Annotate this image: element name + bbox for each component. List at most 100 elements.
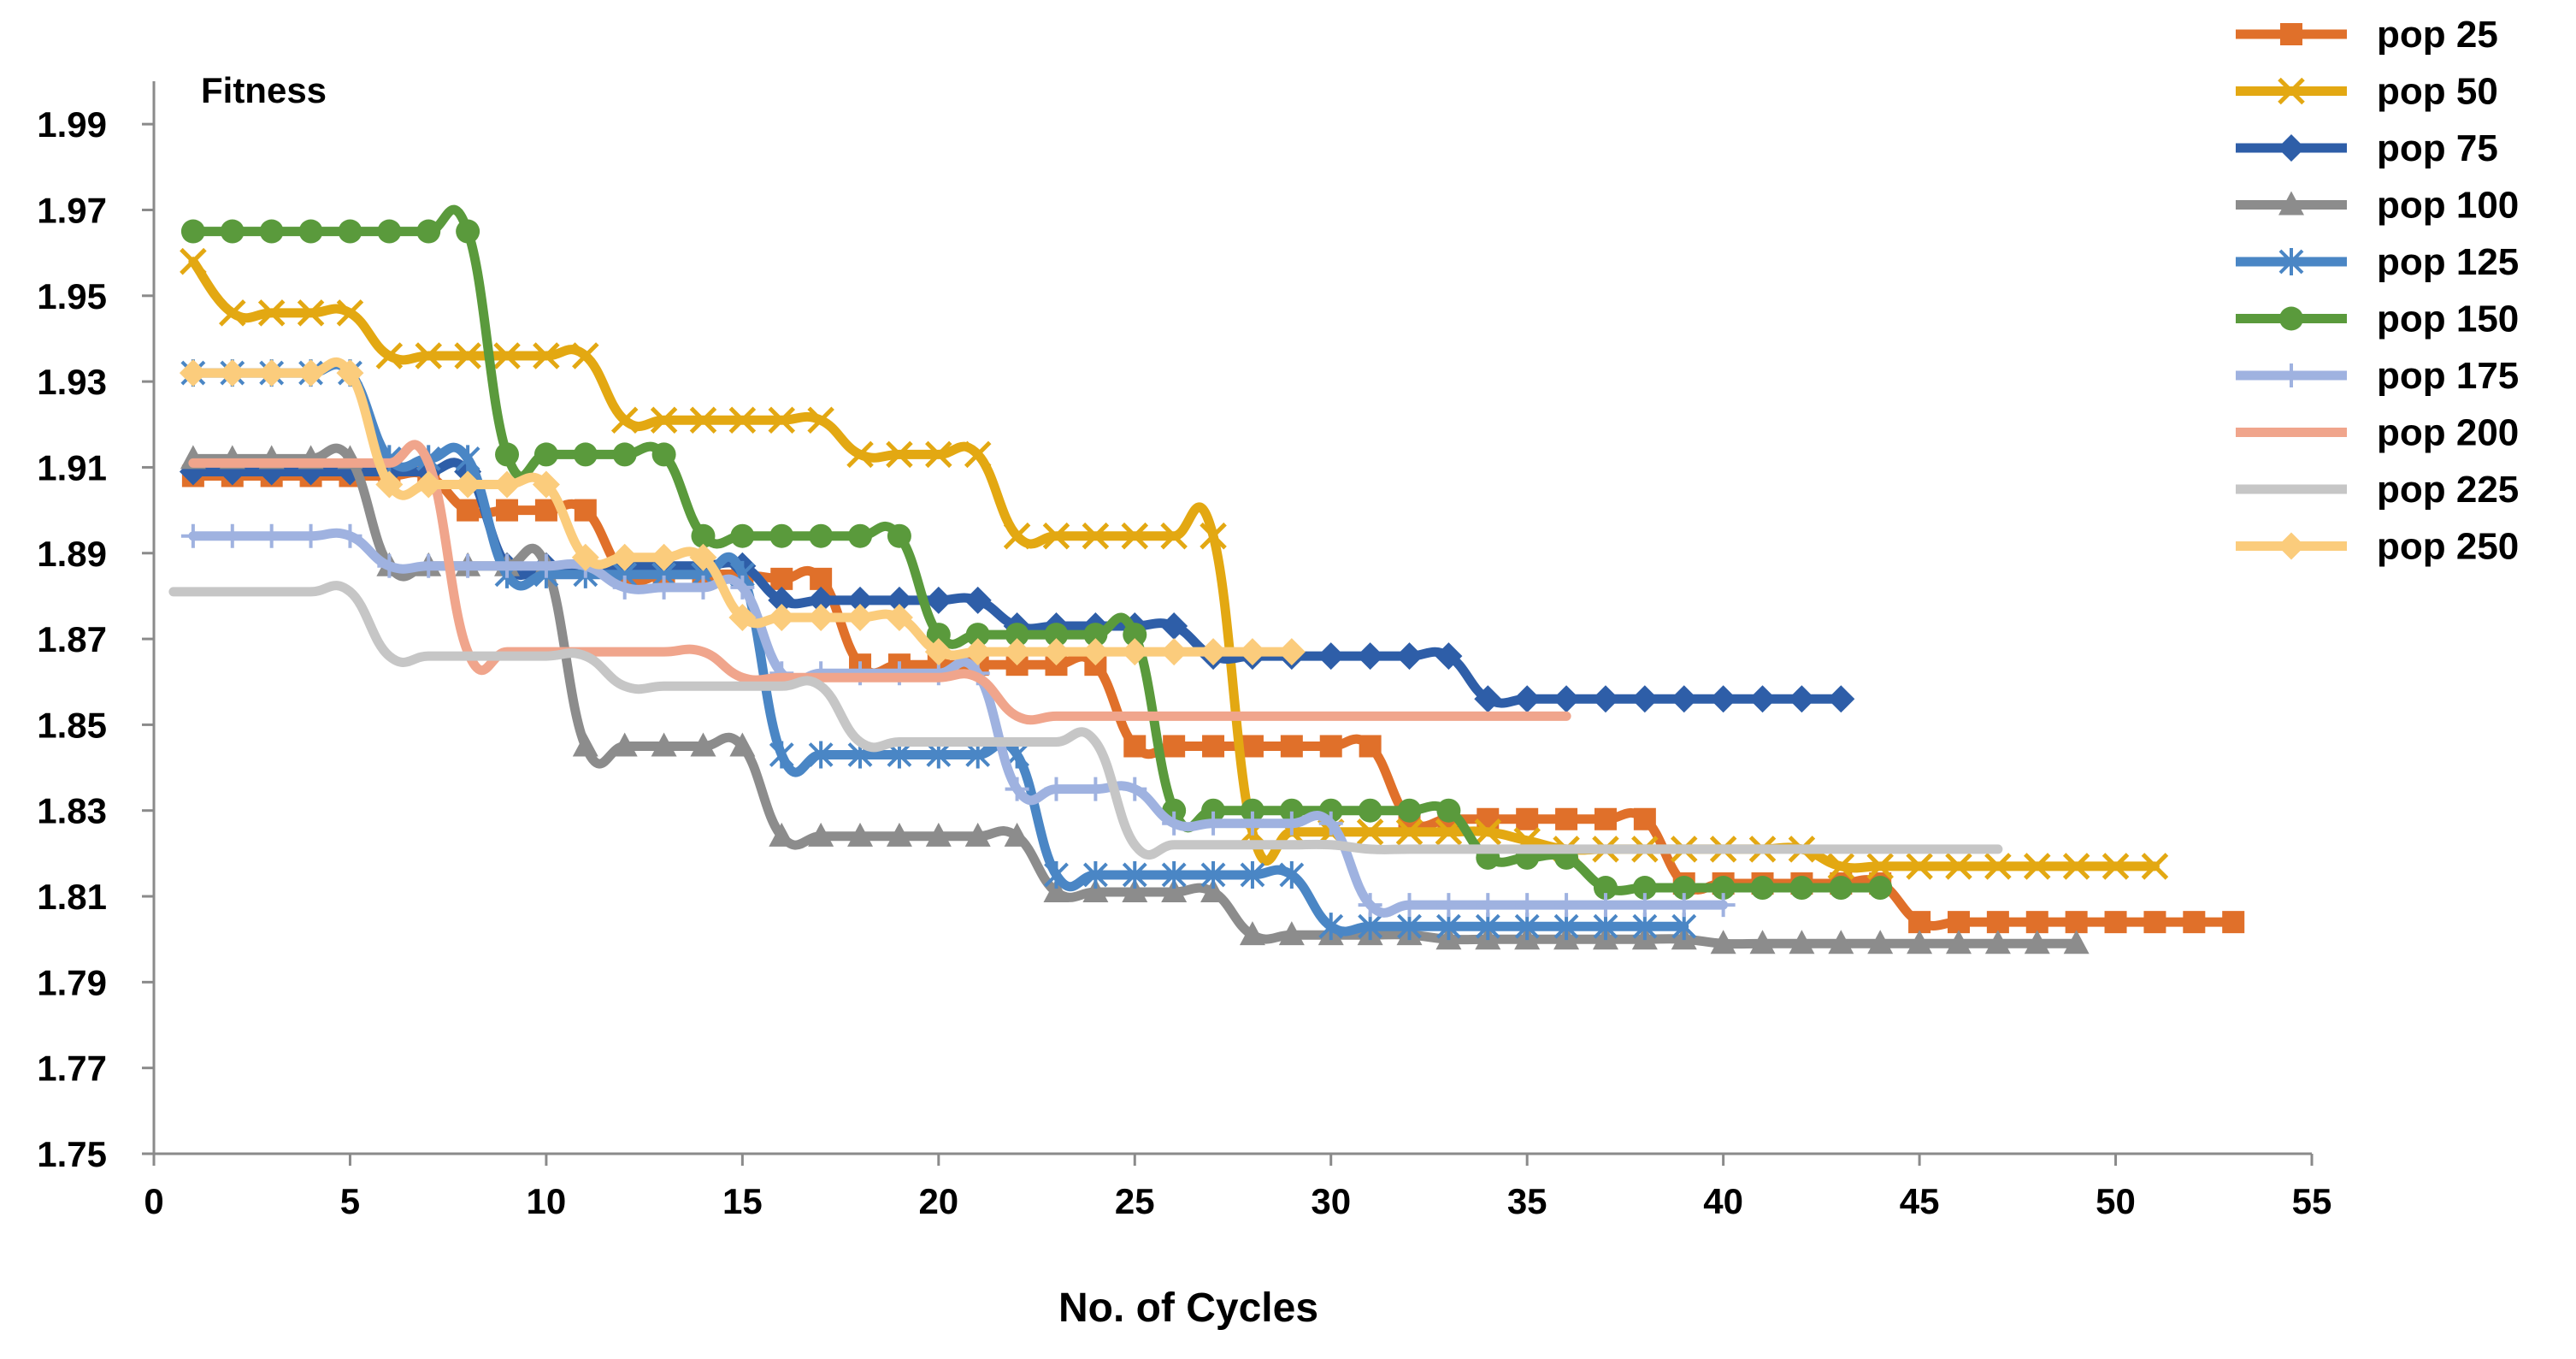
series-pop-75-point <box>1474 685 1502 713</box>
series-pop-75-point <box>1630 685 1659 713</box>
series-pop-125-point <box>1593 913 1618 941</box>
series-pop-250-point <box>454 470 482 499</box>
series-pop-250-point <box>1042 638 1070 666</box>
series-pop-75-point <box>1591 685 1619 713</box>
legend-pop-75-marker <box>2278 134 2305 162</box>
series-pop-250-point <box>689 543 717 571</box>
series-pop-50-point <box>1082 522 1110 550</box>
legend: pop 25 pop 50 pop 75 pop 100 pop 125 pop 150 p… <box>2236 14 2519 568</box>
series-pop-125-point <box>1632 913 1658 941</box>
y-tick-label: 1.99 <box>37 104 107 145</box>
legend-pop-150-marker <box>2279 306 2303 331</box>
y-tick-label: 1.77 <box>37 1049 107 1089</box>
legend-pop-125-marker <box>2278 248 2304 275</box>
series-pop-250-point <box>846 604 875 631</box>
series-pop-175-point <box>1632 893 1657 918</box>
series-pop-100-point <box>2063 930 2090 954</box>
series-pop-250-point <box>1121 638 1149 666</box>
legend-pop-175: pop 175 <box>2236 355 2519 397</box>
series-pop-125-point <box>1044 860 1069 889</box>
x-tick-label: 0 <box>144 1181 163 1221</box>
series-pop-250-point <box>768 604 796 631</box>
series-pop-50-point <box>768 406 796 434</box>
series-pop-150-point <box>1240 798 1264 823</box>
series-pop-250-point <box>924 638 952 666</box>
x-tick-label: 35 <box>1507 1181 1547 1221</box>
series-pop-250-point <box>297 359 325 387</box>
x-tick-label: 10 <box>527 1181 567 1221</box>
series-pop-100-point <box>1710 930 1736 954</box>
series-pop-150-point <box>651 442 676 467</box>
legend-pop-25-label: pop 25 <box>2377 14 2498 56</box>
y-tick-label: 1.97 <box>37 190 107 230</box>
series-pop-100-point <box>1278 921 1305 946</box>
series-pop-25-point <box>2104 911 2127 934</box>
series-pop-250-point <box>1200 638 1228 666</box>
series-pop-150-point <box>1632 876 1657 901</box>
x-tick-label: 30 <box>1311 1181 1351 1221</box>
series-pop-75-point <box>1670 685 1698 713</box>
series-pop-125-point <box>455 445 480 473</box>
series-pop-250-point <box>179 359 207 387</box>
series-pop-175-point <box>180 523 205 548</box>
series-pop-100-point <box>1004 822 1030 847</box>
series-pop-150-point <box>1201 798 1226 823</box>
y-tick-label: 1.89 <box>37 534 107 574</box>
series-pop-125-point <box>1161 860 1187 889</box>
series-pop-250-point <box>571 543 599 571</box>
series-pop-150-point <box>180 219 205 244</box>
series-pop-100-point <box>611 732 638 757</box>
legend-pop-25: pop 25 <box>2236 14 2498 56</box>
series-pop-125-point <box>1358 913 1383 941</box>
series-pop-250-point <box>964 638 992 666</box>
series-pop-100-point <box>1984 930 2011 954</box>
series-pop-100-point <box>1945 930 1972 954</box>
series-pop-175-point <box>338 523 363 548</box>
series-pop-50-point <box>2062 853 2090 880</box>
series-pop-150-point <box>495 442 520 467</box>
y-tick-label: 1.87 <box>37 619 107 659</box>
series-pop-150-point <box>1593 876 1618 901</box>
series-pop-100-point <box>847 822 874 847</box>
series-pop-150-point <box>809 523 834 548</box>
series-pop-125-point <box>1553 913 1579 941</box>
series-pop-50-point <box>1984 853 2012 880</box>
series-pop-250-point <box>610 543 639 571</box>
series-pop-75-point <box>1513 685 1541 713</box>
axes: 1.75 1.77 1.79 1.81 1.83 1.85 1.87 1.89 1.91 1.93… <box>37 81 2331 1221</box>
series-pop-75-point <box>1435 642 1463 671</box>
series-pop-125-point <box>1671 913 1697 941</box>
series-pop-25-point <box>1555 807 1578 830</box>
series-pop-100-point <box>1828 930 1854 954</box>
legend-pop-175-label: pop 175 <box>2377 355 2519 397</box>
series-pop-100-point <box>1867 930 1894 954</box>
series-pop-250-point <box>493 470 522 499</box>
series-pop-175-point <box>612 575 637 600</box>
legend-pop-250: pop 250 <box>2236 526 2519 568</box>
series-pop-100-point <box>1789 930 1815 954</box>
series-pop-50-point <box>2023 853 2051 880</box>
legend-pop-200: pop 200 <box>2236 412 2519 454</box>
series-pop-50-point <box>1866 853 1894 880</box>
series-pop-250-point <box>728 604 757 631</box>
series-pop-25-point <box>1947 911 1970 934</box>
legend-pop-50: pop 50 <box>2236 71 2498 113</box>
x-axis-title: No. of Cycles <box>1058 1285 1318 1331</box>
series-pop-50-point <box>925 440 952 469</box>
series-pop-50-point <box>257 299 286 327</box>
legend-pop-150-label: pop 150 <box>2377 298 2519 340</box>
series-pop-125-point <box>769 741 794 769</box>
series-pop-150-point <box>1868 876 1893 901</box>
series-pop-50-point <box>1200 522 1227 550</box>
legend-pop-100-marker <box>2278 191 2304 216</box>
series-pop-150-point <box>1829 876 1854 901</box>
series-pop-175-point <box>495 553 520 578</box>
series-pop-100-point <box>651 732 677 757</box>
series-pop-150-point <box>887 523 911 548</box>
series-pop-175-point <box>1044 777 1069 801</box>
legend-pop-200-label: pop 200 <box>2377 412 2519 454</box>
series-pop-175-point <box>730 575 755 600</box>
x-tick-label: 5 <box>340 1181 360 1221</box>
series-pop-50-point <box>1906 853 1933 880</box>
